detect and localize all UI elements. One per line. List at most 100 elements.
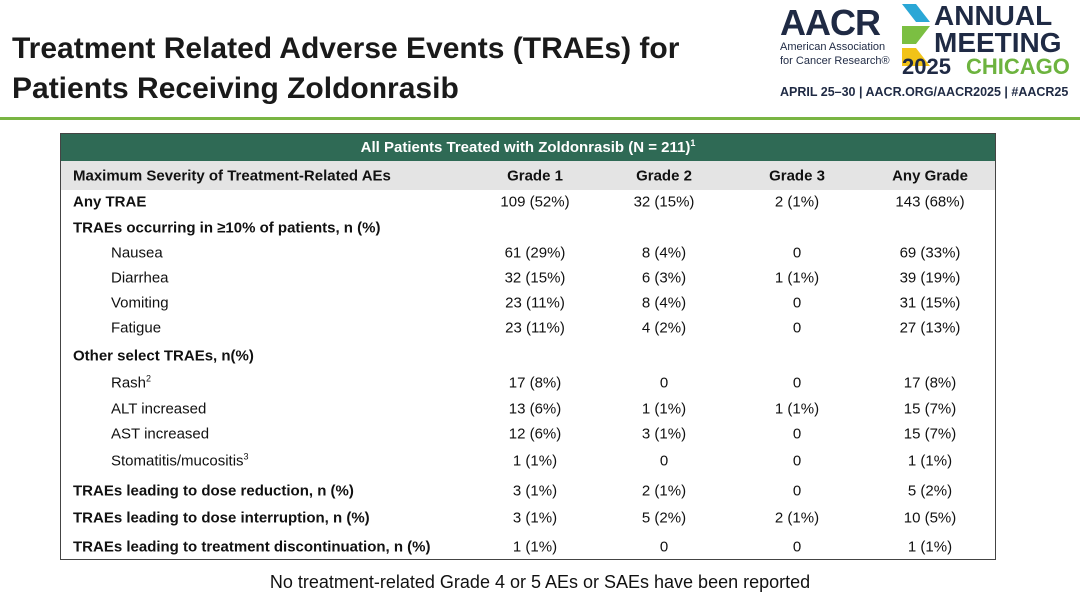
table-cell: 1 (1%) bbox=[774, 400, 820, 418]
row-label-text: Stomatitis/mucositis bbox=[111, 452, 244, 470]
logo-city: CHICAGO bbox=[966, 54, 1070, 79]
table-cell: 23 (11%) bbox=[505, 294, 565, 312]
row-label: TRAEs leading to treatment discontinuati… bbox=[73, 539, 431, 556]
row-label-text: Fatigue bbox=[111, 319, 162, 337]
table-cell: 69 (33%) bbox=[899, 244, 961, 262]
table-cell: 1 (1%) bbox=[512, 452, 558, 470]
table-cell: 17 (8%) bbox=[903, 374, 957, 392]
column-header: Grade 3 bbox=[769, 167, 825, 185]
table-cell: 15 (7%) bbox=[903, 400, 957, 418]
table-cell: 13 (6%) bbox=[508, 400, 562, 418]
sub-row-label: Nausea bbox=[111, 245, 163, 262]
table-border bbox=[60, 133, 996, 560]
row-label-text: TRAEs leading to dose reduction, n (%) bbox=[73, 482, 354, 500]
sub-row-label: Diarrhea bbox=[111, 270, 169, 287]
table-cell: 15 (7%) bbox=[903, 425, 957, 443]
table-cell: 0 bbox=[792, 425, 802, 443]
slide-title-line: Treatment Related Adverse Events (TRAEs)… bbox=[12, 32, 680, 65]
table-cell: 39 (19%) bbox=[899, 269, 961, 287]
footer-note: No treatment-related Grade 4 or 5 AEs or… bbox=[269, 572, 811, 592]
row-label-text: TRAEs leading to treatment discontinuati… bbox=[73, 538, 431, 556]
table-cell: 3 (1%) bbox=[512, 482, 558, 500]
table-cell: 12 (6%) bbox=[508, 425, 562, 443]
table-cell: 2 (1%) bbox=[641, 482, 687, 500]
table-cell: 31 (15%) bbox=[899, 294, 961, 312]
table-cell: 32 (15%) bbox=[504, 269, 566, 287]
footnote-mark: 1 bbox=[690, 138, 696, 148]
sub-row-label: AST increased bbox=[111, 426, 209, 443]
row-label-text: TRAEs occurring in ≥10% of patients, n (… bbox=[73, 219, 381, 237]
sub-row-label: Fatigue bbox=[111, 320, 161, 337]
header-rule bbox=[0, 117, 1080, 120]
logo-meeting: MEETING bbox=[934, 27, 1062, 58]
table-cell: 0 bbox=[792, 244, 802, 262]
logo-org-name: American Association bbox=[780, 41, 886, 53]
table-cell: 0 bbox=[792, 538, 802, 556]
table-cell: 5 (2%) bbox=[641, 509, 687, 527]
row-label-text: ALT increased bbox=[111, 400, 207, 418]
table-cell: 109 (52%) bbox=[500, 193, 570, 211]
table-cell: 3 (1%) bbox=[641, 425, 687, 443]
column-header: Maximum Severity of Treatment-Related AE… bbox=[73, 167, 391, 185]
table-cell: 2 (1%) bbox=[774, 509, 820, 527]
table-cell: 143 (68%) bbox=[895, 193, 965, 211]
logo-dates: APRIL 25–30 | AACR.ORG/AACR2025 | #AACR2… bbox=[780, 85, 1069, 99]
row-label: TRAEs occurring in ≥10% of patients, n (… bbox=[73, 220, 380, 237]
row-label: TRAEs leading to dose interruption, n (%… bbox=[73, 510, 370, 527]
sub-row-label: Vomiting bbox=[111, 295, 169, 312]
column-header-row bbox=[61, 161, 995, 190]
table-cell: 0 bbox=[659, 452, 669, 470]
row-label-text: Diarrhea bbox=[111, 269, 169, 287]
logo-org-name: for Cancer Research® bbox=[780, 55, 890, 67]
row-label-text: AST increased bbox=[111, 425, 210, 443]
row-label-text: Any TRAE bbox=[73, 193, 147, 211]
logo-icon bbox=[902, 4, 930, 66]
table-cell: 27 (13%) bbox=[899, 319, 961, 337]
table-cell: 61 (29%) bbox=[504, 244, 566, 262]
table-cell: 0 bbox=[792, 319, 802, 337]
column-header: Any Grade bbox=[892, 167, 968, 185]
column-header: Grade 1 bbox=[507, 167, 563, 185]
table-cell: 1 (1%) bbox=[907, 452, 953, 470]
row-label: TRAEs leading to dose reduction, n (%) bbox=[73, 483, 354, 500]
sub-row-label: Rash2 bbox=[111, 373, 152, 392]
table-cell: 1 (1%) bbox=[641, 400, 687, 418]
footnote-mark: 3 bbox=[243, 451, 249, 462]
table-cell: 0 bbox=[792, 374, 802, 392]
table-cell: 8 (4%) bbox=[641, 244, 687, 262]
table-cell: 4 (2%) bbox=[641, 319, 687, 337]
table-cell: 1 (1%) bbox=[512, 538, 558, 556]
table-cell: 6 (3%) bbox=[641, 269, 687, 287]
sub-row-label: ALT increased bbox=[111, 401, 206, 418]
table-cell: 1 (1%) bbox=[774, 269, 820, 287]
footnote-mark: 2 bbox=[146, 373, 152, 384]
table-cell: 0 bbox=[659, 374, 669, 392]
table-cell: 3 (1%) bbox=[512, 509, 558, 527]
row-label-text: Other select TRAEs, n(%) bbox=[73, 347, 254, 365]
table-cell: 17 (8%) bbox=[508, 374, 562, 392]
table-cell: 2 (1%) bbox=[774, 193, 820, 211]
table-cell: 10 (5%) bbox=[903, 509, 957, 527]
row-label: Any TRAE bbox=[73, 194, 146, 211]
table-cell: 1 (1%) bbox=[907, 538, 953, 556]
row-label-text: Nausea bbox=[111, 244, 163, 262]
table-cell: 23 (11%) bbox=[505, 319, 565, 337]
row-label-text: Rash bbox=[111, 374, 147, 392]
row-label-text: TRAEs leading to dose interruption, n (%… bbox=[73, 509, 370, 527]
table-title: All Patients Treated with Zoldonrasib (N… bbox=[61, 134, 995, 161]
table-cell: 0 bbox=[659, 538, 669, 556]
table-cell: 32 (15%) bbox=[633, 193, 695, 211]
table-cell: 5 (2%) bbox=[907, 482, 953, 500]
table-cell: 0 bbox=[792, 482, 802, 500]
table-cell: 0 bbox=[792, 294, 802, 312]
column-header: Grade 2 bbox=[636, 167, 692, 185]
logo-aacr: AACR bbox=[780, 2, 881, 43]
row-label: Other select TRAEs, n(%) bbox=[73, 348, 254, 365]
slide-title-line: Patients Receiving Zoldonrasib bbox=[12, 72, 459, 105]
logo-annual: ANNUAL bbox=[934, 0, 1053, 31]
table-title-text: All Patients Treated with Zoldonrasib (N… bbox=[360, 139, 691, 156]
table-cell: 8 (4%) bbox=[641, 294, 687, 312]
sub-row-label: Stomatitis/mucositis3 bbox=[111, 451, 249, 470]
logo-year: 2025 bbox=[902, 54, 951, 79]
